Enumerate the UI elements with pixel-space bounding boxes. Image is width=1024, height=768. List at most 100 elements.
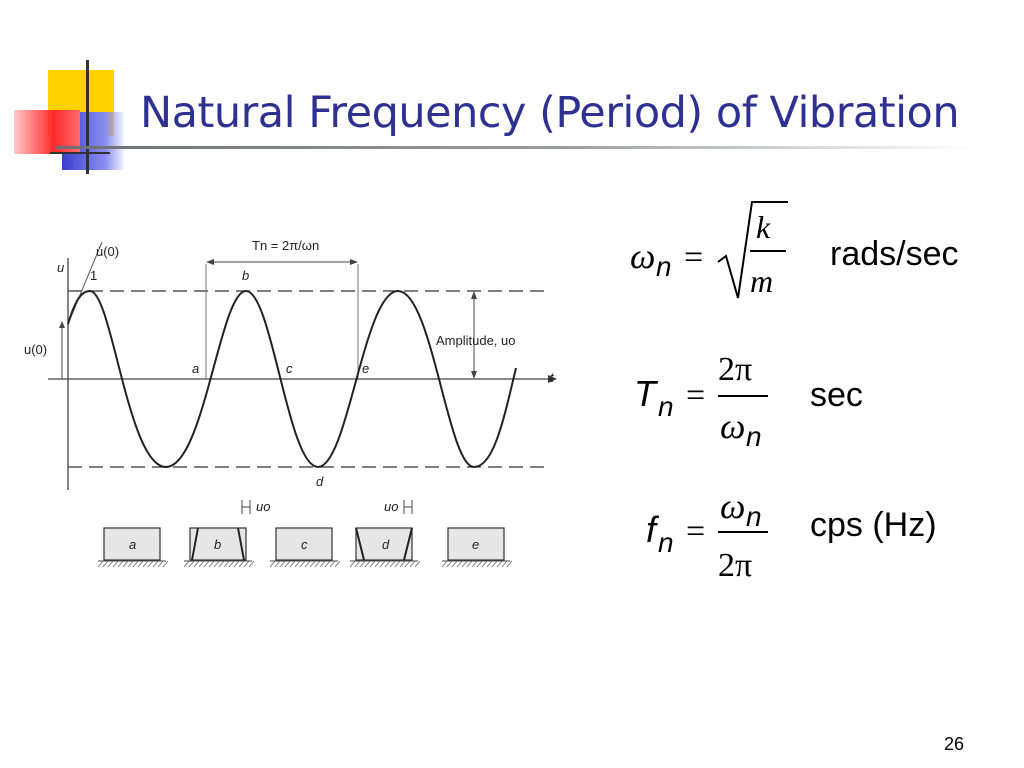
decor-horizontal-line xyxy=(50,152,110,154)
equals-sign: = xyxy=(684,239,703,276)
hatch-mark xyxy=(486,560,493,568)
omega-subscript: n xyxy=(656,251,672,282)
disp-right-label: uo xyxy=(384,499,398,514)
svg-text:=: = xyxy=(686,377,705,414)
equation-frequency: f n = ω n 2π xyxy=(646,486,768,584)
omega-numerator: k xyxy=(756,209,771,245)
hatch-mark xyxy=(461,560,468,568)
point-a-label: a xyxy=(192,361,199,376)
omega-unit: rads/sec xyxy=(830,235,959,273)
hatch-mark xyxy=(284,560,291,568)
hatch-mark xyxy=(309,560,316,568)
amplitude-arrow-down xyxy=(471,371,477,379)
u-axis-label: u xyxy=(57,260,64,275)
omega-symbol: ω xyxy=(630,236,655,276)
svg-text:n: n xyxy=(746,501,762,532)
hatch-mark xyxy=(481,560,488,568)
frame-c-label: c xyxy=(301,537,308,552)
svg-text:n: n xyxy=(746,421,762,452)
hatch-mark xyxy=(233,560,240,568)
hatch-mark xyxy=(354,560,361,568)
hatch-mark xyxy=(137,560,144,568)
hatch-mark xyxy=(471,560,478,568)
hatch-mark xyxy=(132,560,139,568)
frame-b: b xyxy=(189,527,247,561)
hatch-mark xyxy=(389,560,396,568)
hatch-mark xyxy=(299,560,306,568)
frequency-numerator-omega: ω xyxy=(720,486,745,526)
frame-a-label: a xyxy=(129,537,136,552)
hatch-mark xyxy=(409,560,416,568)
equation-omega: ω n = k m xyxy=(630,201,788,299)
frame-a: a xyxy=(103,527,161,561)
hatch-mark xyxy=(279,560,286,568)
hatch-mark xyxy=(198,560,205,568)
hatch-mark xyxy=(304,560,311,568)
hatch-mark xyxy=(188,560,195,568)
initial-displacement-arrow-head xyxy=(59,321,65,328)
vibration-figure: u u(0) u̇(0) 1 Tn = 2π/ωn Amplitude, uo … xyxy=(24,238,557,568)
hatch-mark xyxy=(324,560,331,568)
u0-label: u(0) xyxy=(24,342,47,357)
hatch-mark xyxy=(319,560,326,568)
hatch-mark xyxy=(122,560,129,568)
disp-left-label: uo xyxy=(256,499,270,514)
amplitude-arrow-up xyxy=(471,291,477,299)
hatch-mark xyxy=(329,560,336,568)
hatch-mark xyxy=(394,560,401,568)
hatch-mark xyxy=(414,560,421,568)
hatch-mark xyxy=(238,560,245,568)
hatch-mark xyxy=(491,560,498,568)
hatch-mark xyxy=(379,560,386,568)
title-underline xyxy=(56,146,976,149)
slope-one-label: 1 xyxy=(90,268,97,283)
decor-vertical-line xyxy=(86,60,89,174)
displacement-curve xyxy=(67,289,517,469)
hatch-mark xyxy=(456,560,463,568)
hatch-mark xyxy=(364,560,371,568)
hatch-mark xyxy=(314,560,321,568)
period-numerator: 2π xyxy=(718,351,752,388)
point-b-label: b xyxy=(242,268,249,283)
period-arrow-head-left xyxy=(206,259,214,265)
frame-d-label: d xyxy=(382,537,390,552)
hatch-mark xyxy=(476,560,483,568)
period-arrow-head-right xyxy=(350,259,358,265)
hatch-mark xyxy=(152,560,159,568)
hatch-mark xyxy=(501,560,508,568)
hatch-mark xyxy=(496,560,503,568)
udot0-label: u̇(0) xyxy=(96,244,119,259)
frame-c: c xyxy=(275,527,333,561)
hatch-mark xyxy=(269,560,276,568)
hatch-mark xyxy=(506,560,513,568)
hatch-mark xyxy=(183,560,190,568)
hatch-mark xyxy=(349,560,356,568)
amplitude-label: Amplitude, uo xyxy=(436,333,516,348)
svg-text:n: n xyxy=(658,527,674,558)
hatch-mark xyxy=(162,560,169,568)
hatch-mark xyxy=(384,560,391,568)
hatch-mark xyxy=(112,560,119,568)
hatch-mark xyxy=(213,560,220,568)
frame-e: e xyxy=(447,527,505,561)
period-label: Tn = 2π/ωn xyxy=(252,238,319,253)
t-axis-label: t xyxy=(550,370,555,385)
frequency-denominator: 2π xyxy=(718,547,752,584)
t-axis-arrow xyxy=(548,375,557,383)
svg-text:=: = xyxy=(686,513,705,550)
omega-denominator: m xyxy=(750,263,773,299)
hatch-mark xyxy=(117,560,124,568)
hatch-mark xyxy=(451,560,458,568)
hatch-mark xyxy=(218,560,225,568)
period-denominator-omega: ω xyxy=(720,406,745,446)
hatch-mark xyxy=(274,560,281,568)
hatch-mark xyxy=(369,560,376,568)
hatch-mark xyxy=(203,560,210,568)
hatch-mark xyxy=(248,560,255,568)
hatch-mark xyxy=(193,560,200,568)
hatch-mark xyxy=(228,560,235,568)
hatch-mark xyxy=(157,560,164,568)
hatch-mark xyxy=(127,560,134,568)
frame-d: d xyxy=(355,527,413,561)
point-c-label: c xyxy=(286,361,293,376)
